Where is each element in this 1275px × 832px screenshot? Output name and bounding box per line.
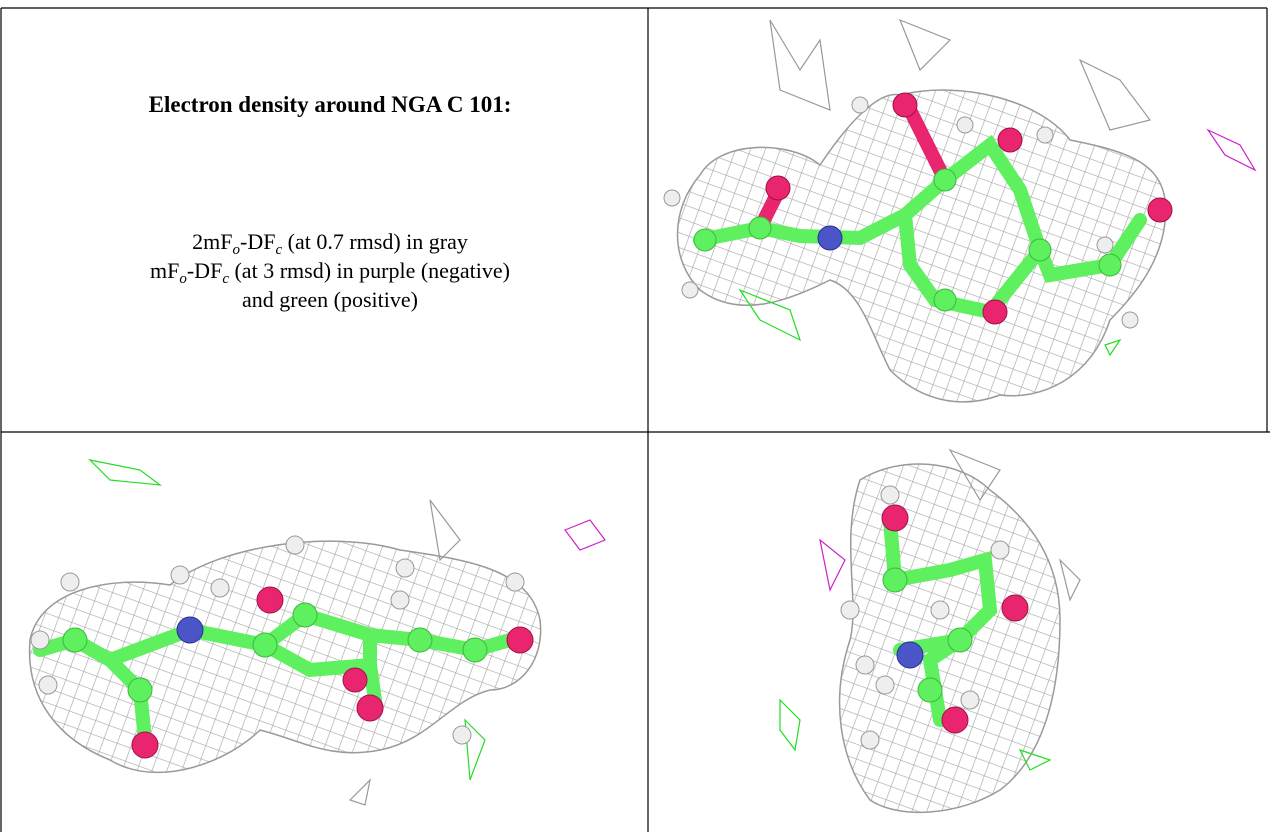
caption-line: mFo-DFc (at 3 rmsd) in purple (negative): [150, 258, 510, 287]
caption-text: 2mF: [192, 229, 232, 254]
table-grid: [0, 7, 1270, 832]
caption-text: and green (positive): [242, 287, 418, 312]
subscript: c: [275, 242, 282, 258]
caption-line: and green (positive): [242, 287, 418, 312]
subscript: o: [233, 242, 241, 258]
caption-text: -DF: [240, 229, 275, 254]
density-view-2: [28, 459, 606, 806]
density-view-3: [779, 448, 1081, 814]
caption-text: -DF: [187, 258, 222, 283]
caption-text: (at 3 rmsd) in purple (negative): [229, 258, 510, 283]
title: Electron density around NGA C 101:: [149, 92, 512, 117]
density-view-1: [663, 18, 1257, 403]
subscript: c: [222, 271, 229, 287]
subscript: o: [179, 271, 187, 287]
caption-text: (at 0.7 rmsd) in gray: [282, 229, 468, 254]
caption-text: mF: [150, 258, 179, 283]
caption-line: 2mFo-DFc (at 0.7 rmsd) in gray: [192, 229, 468, 258]
